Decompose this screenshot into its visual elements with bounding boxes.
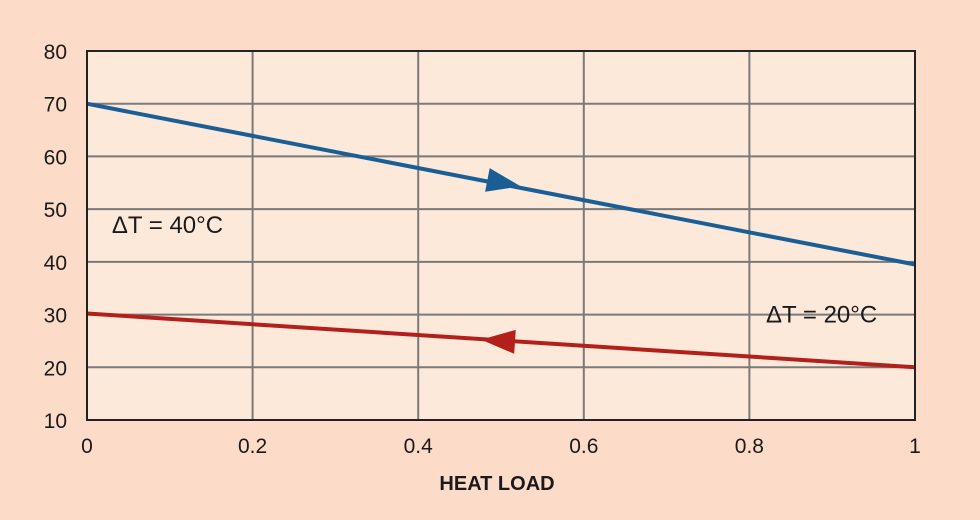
y-tick-label: 60 (44, 146, 67, 169)
y-tick-label: 40 (44, 252, 67, 275)
x-tick-label: 0.4 (404, 435, 434, 458)
annotation-delta-t: ΔT = 40°C (112, 212, 223, 239)
arrow-icon (481, 329, 516, 354)
x-tick-label: 1 (909, 435, 921, 458)
x-axis-label: HEAT LOAD (439, 473, 554, 495)
y-tick-label: 20 (44, 357, 67, 380)
y-tick-label: 10 (44, 410, 67, 433)
x-tick-label: 0 (81, 435, 93, 458)
x-tick-label: 0.6 (569, 435, 598, 458)
x-tick-label: 0.8 (735, 435, 764, 458)
plot-frame (86, 50, 916, 421)
arrow-icon (485, 168, 521, 192)
arrowhead-supply (485, 168, 521, 192)
y-tick-label: 70 (44, 94, 67, 117)
y-tick-label: 30 (44, 305, 67, 328)
y-tick-label: 80 (44, 41, 67, 64)
annotations: ΔT = 40°C ΔT = 20°C (112, 212, 877, 329)
series-layer (86, 101, 916, 370)
x-tick-label: 0.2 (238, 435, 267, 458)
arrowhead-return (481, 329, 516, 354)
y-tick-label: 50 (44, 199, 67, 222)
tick-labels: 0 0.2 0.4 0.6 0.8 1 80 70 60 50 40 30 20 10 (44, 41, 921, 458)
annotation-delta-t: ΔT = 20°C (766, 301, 877, 328)
